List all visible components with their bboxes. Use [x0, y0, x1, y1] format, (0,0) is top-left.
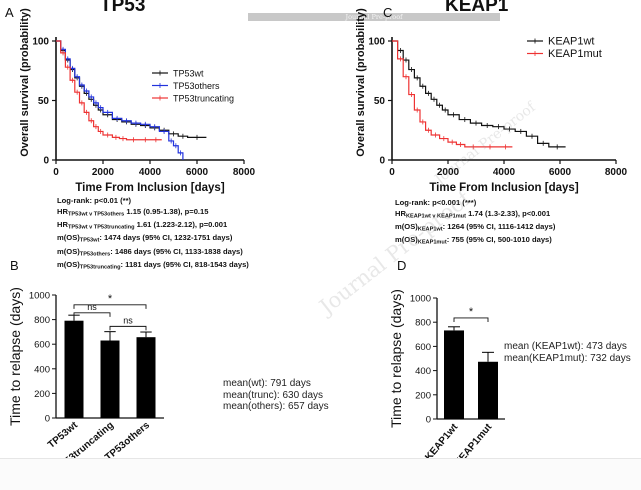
- logrank-a: Log-rank: p<0.01 (**): [57, 196, 132, 205]
- bottom-bar: [0, 458, 641, 490]
- legend-label-TP53wt: TP53wt: [173, 69, 204, 79]
- significance-bracket: [453, 317, 489, 322]
- x-axis-label: Time From Inclusion [days]: [75, 182, 224, 194]
- hr-a-line1: HRTP53wt v TP53others 1.15 (0.95-1.38), …: [57, 206, 209, 218]
- x-tick-label: 4000: [139, 167, 162, 178]
- bar-TP53truncating: [100, 340, 120, 418]
- x-axis-label: Time From Inclusion [days]: [429, 182, 578, 194]
- y-tick-label: 0: [426, 415, 431, 426]
- bar-TP53wt: [64, 320, 84, 418]
- y-tick-label: 1000: [410, 294, 431, 305]
- panel-letter-c: C: [383, 5, 392, 20]
- y-tick-label: 200: [34, 389, 50, 400]
- x-tick-label-KEAP1wt: KEAP1wt: [423, 421, 460, 463]
- x-tick-label: 8000: [233, 167, 256, 178]
- panel-title-c: KEAP1: [445, 0, 509, 16]
- km-series-TP53others: [56, 40, 184, 160]
- mean-d-0: mean (KEAP1wt): 473 days: [504, 341, 627, 352]
- hr-a-line2: HRTP53wt v TP53truncating 1.61 (1.223-2.…: [57, 220, 228, 231]
- stats-panel-c: Log-rank: p<0.001 (***) HRKEAP1wt v KEAP…: [395, 198, 555, 249]
- y-tick-label: 0: [43, 156, 49, 167]
- x-tick-label: 0: [53, 167, 59, 178]
- means-panel-d: mean (KEAP1wt): 473 days mean(KEAP1mut):…: [504, 341, 631, 364]
- bar-KEAP1wt: [444, 330, 464, 419]
- y-tick-label: 400: [34, 364, 50, 375]
- panel-letter-d: D: [397, 258, 406, 273]
- legend-label-KEAP1wt: KEAP1wt: [548, 36, 594, 48]
- significance-label: ns: [87, 302, 97, 312]
- km-chart-a: 0 2000 4000 6000 8000 0 50 100 Time From Inclusi…: [19, 8, 256, 194]
- km-series-KEAP1mut: [392, 40, 513, 148]
- significance-bracket: [73, 312, 111, 317]
- y-axis-label: Time to relapse (days): [388, 289, 404, 428]
- y-tick-label: 50: [38, 96, 50, 107]
- x-tick-label: 4000: [493, 167, 516, 178]
- panel-letter-b: B: [10, 258, 19, 273]
- bar-chart-d: 0 200 400 600 800 1000 Time to relapse (days) K…: [388, 289, 505, 469]
- significance-bracket: [109, 325, 147, 331]
- bar-chart-b: 0 200 400 600 800 1000 Time to relapse (days) T…: [7, 287, 164, 475]
- y-tick-label: 400: [415, 366, 431, 377]
- mean-d-1: mean(KEAP1mut): 732 days: [504, 352, 631, 364]
- logrank-c: Log-rank: p<0.001 (***): [395, 198, 477, 207]
- x-tick-label: 2000: [92, 167, 115, 178]
- significance-label: ns: [123, 315, 133, 325]
- median-os-c-mut: m(OS)KEAP1mut: 755 (95% CI, 500-1010 day…: [395, 235, 552, 246]
- x-tick-label-TP53wt: TP53wt: [46, 419, 80, 450]
- bar-KEAP1mut: [478, 361, 498, 419]
- mean-b-1: mean(trunc): 630 days: [223, 389, 324, 401]
- means-panel-b: mean(wt): 791 days mean(trunc): 630 days…: [223, 378, 329, 413]
- y-tick-label: 50: [374, 96, 386, 107]
- banner-text: Journal Pre-proof: [345, 13, 403, 21]
- median-os-a-wt: m(OS)TP53wt: 1474 days (95% CI, 1232-175…: [57, 233, 233, 244]
- y-tick-label: 600: [415, 342, 431, 353]
- x-tick-label: 2000: [437, 167, 460, 178]
- y-axis-label: Overall survival (probability): [19, 8, 31, 157]
- y-tick-label: 1000: [29, 291, 50, 302]
- y-tick-label: 600: [34, 340, 50, 351]
- hr-c: HRKEAP1wt v KEAP1mut 1.74 (1.3-2.33), p<…: [395, 208, 551, 220]
- median-os-a-trunc: m(OS)TP53truncating: 1181 days (95% CI, …: [57, 259, 249, 271]
- x-tick-label: 8000: [605, 167, 628, 178]
- km-series-KEAP1wt: [392, 40, 566, 148]
- panel-letter-a: A: [5, 5, 14, 20]
- significance-bracket: [73, 304, 147, 309]
- legend-label-KEAP1mut: KEAP1mut: [548, 48, 602, 60]
- stats-panel-a: Log-rank: p<0.01 (**) HRTP53wt v TP53oth…: [57, 196, 249, 273]
- km-chart-c: 0 2000 4000 6000 8000 0 50 100 Time From Inclusi…: [355, 8, 628, 194]
- y-tick-label: 100: [368, 37, 385, 48]
- y-axis-label: Overall survival (probability): [355, 8, 367, 157]
- significance-label: *: [108, 293, 113, 305]
- journal-preproof-banner: Journal Pre-proof: [248, 13, 500, 21]
- legend-label-TP53truncating: TP53truncating: [173, 94, 234, 104]
- x-tick-label: 0: [389, 167, 395, 178]
- bar-TP53others: [136, 337, 156, 418]
- mean-b-2: mean(others): 657 days: [223, 401, 329, 412]
- x-tick-label: 6000: [549, 167, 572, 178]
- y-tick-label: 100: [32, 37, 49, 48]
- significance-label: *: [469, 306, 474, 318]
- y-tick-label: 800: [415, 318, 431, 329]
- y-tick-label: 800: [34, 315, 50, 326]
- legend-label-TP53others: TP53others: [173, 81, 220, 91]
- y-tick-label: 0: [379, 156, 385, 167]
- y-tick-label: 0: [45, 414, 50, 425]
- y-axis-label: Time to relapse (days): [7, 287, 23, 426]
- y-tick-label: 200: [415, 390, 431, 401]
- median-os-c-wt: m(OS)KEAP1wt: 1264 (95% CI, 1116-1412 da…: [395, 222, 556, 233]
- median-os-a-others: m(OS)TP53others: 1486 days (95% CI, 1133…: [57, 246, 243, 258]
- x-tick-label: 6000: [186, 167, 209, 178]
- panel-title-a: TP53: [100, 0, 145, 16]
- mean-b-0: mean(wt): 791 days: [223, 378, 311, 389]
